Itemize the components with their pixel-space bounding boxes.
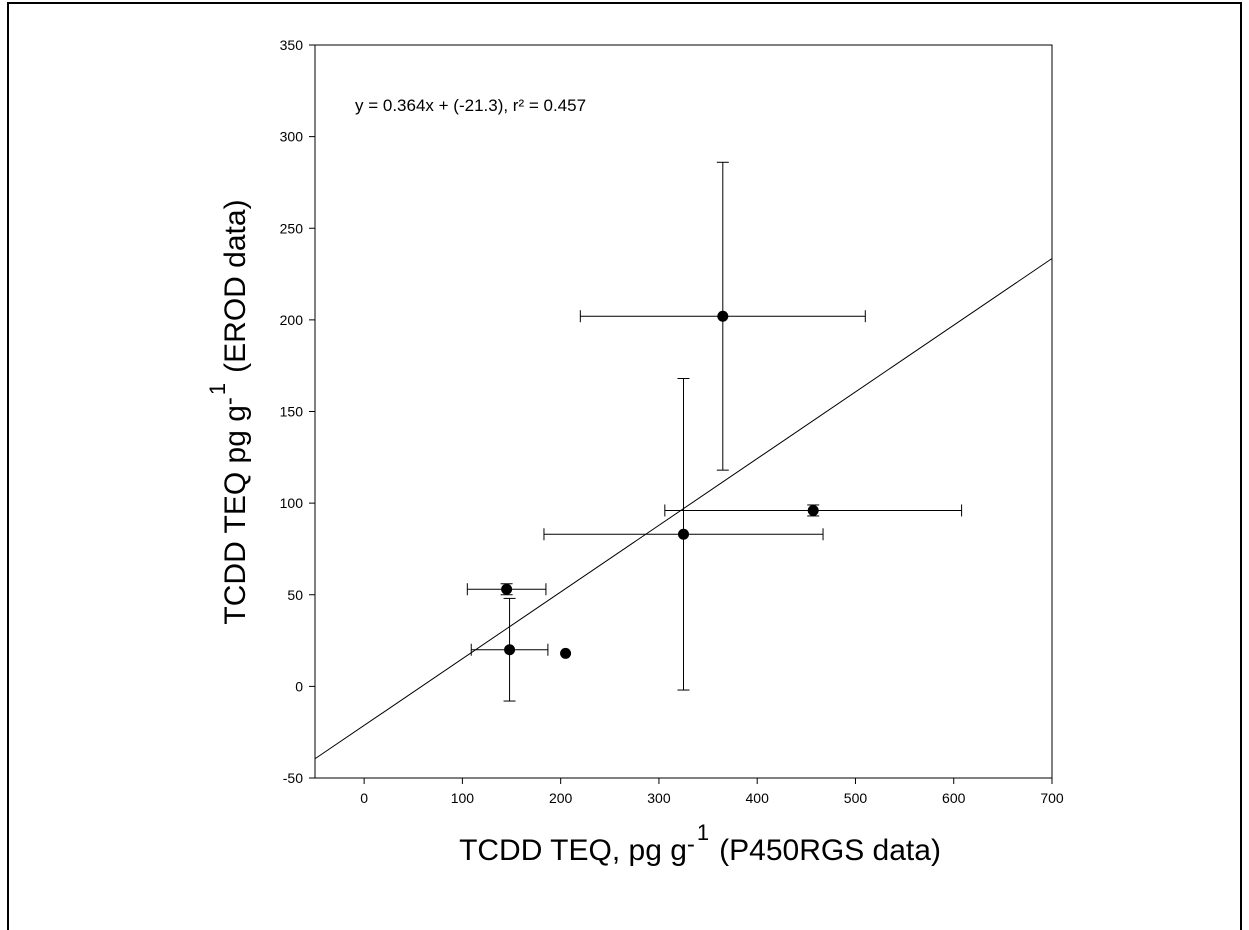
point [501,583,513,595]
x-tick-label: 500 [844,790,868,806]
y-tick-label: 200 [280,312,304,328]
frame [7,2,1242,930]
regression-annotation: y = 0.364x + (-21.3), r² = 0.457 [355,96,586,115]
point [678,528,689,540]
y-tick-label: 300 [280,129,304,145]
y-axis-label-part: - [216,397,243,405]
x-axis-label-part: - [687,831,695,858]
y-axis-label: TCDD TEQ pg g- 1 (EROD data) [205,199,252,624]
y-tick-label: 250 [280,220,304,236]
point [717,310,729,322]
y-axis-label-part: 1 [205,383,230,395]
point [807,504,819,516]
x-axis-label-part: (P450RGS data) [719,834,941,867]
y-tick-label: 50 [287,587,303,603]
x-tick-label: 100 [451,790,475,806]
x-tick-label: 700 [1040,790,1064,806]
x-axis-label: TCDD TEQ, pg g-1 (P450RGS data) [459,820,941,867]
x-tick-label: 200 [549,790,573,806]
x-axis-label-part: TCDD TEQ, pg g [459,834,687,867]
y-tick-label: -50 [283,770,303,786]
x-tick-label: 300 [647,790,671,806]
x-axis-label-part: 1 [697,820,709,845]
x-tick-label: 0 [360,790,368,806]
x-tick-label: 600 [942,790,966,806]
point [560,647,572,659]
y-axis-label-part: (EROD data) [219,199,252,372]
x-tick-label: 400 [746,790,770,806]
y-tick-label: 150 [280,404,304,420]
y-tick-label: 100 [280,495,304,511]
y-tick-label: 0 [295,678,303,694]
y-tick-label: 350 [280,37,304,53]
y-axis-label-part: TCDD TEQ pg g [219,405,252,625]
point [504,644,516,656]
